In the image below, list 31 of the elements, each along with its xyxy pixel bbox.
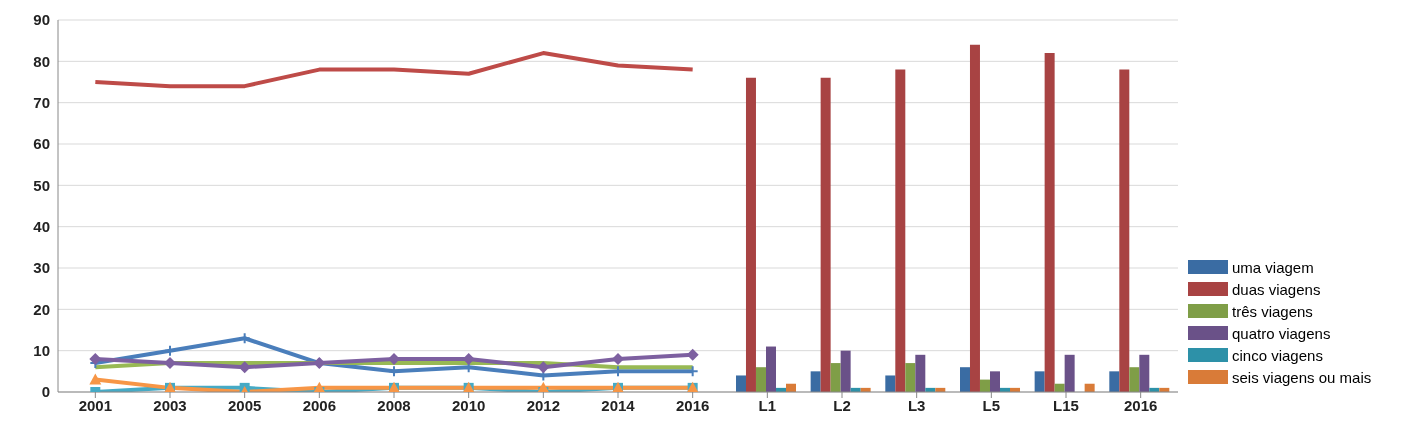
x-tick-label: 2010 [451, 396, 486, 414]
y-tick-label: 90 [33, 11, 50, 29]
x-tick-label: L2 [833, 396, 851, 414]
y-tick-label: 40 [33, 217, 50, 235]
x-tick-label: 2008 [377, 396, 411, 414]
x-tick-label: 2016 [1123, 396, 1158, 414]
x-tick-label: 2014 [601, 396, 636, 414]
x-tick-label: L3 [907, 396, 926, 414]
y-tick-label: 50 [33, 176, 50, 194]
x-tick-label: L15 [1053, 396, 1079, 414]
x-tick-label: 2005 [227, 396, 262, 414]
x-tick-label: 2016 [675, 396, 710, 414]
x-tick-label: 2006 [302, 396, 337, 414]
legend-label: quatro viagens [1232, 324, 1331, 342]
x-tick-label: L5 [982, 396, 1001, 414]
legend-label: três viagens [1232, 302, 1313, 320]
y-tick-label: 70 [33, 93, 50, 111]
legend-label: duas viagens [1232, 280, 1321, 298]
y-tick-label: 10 [33, 341, 50, 359]
y-tick-label: 60 [33, 135, 50, 153]
y-tick-label: 0 [41, 383, 50, 401]
legend-label: cinco viagens [1232, 346, 1323, 364]
y-tick-label: 30 [33, 259, 50, 277]
x-tick-label: 2003 [153, 396, 187, 414]
x-tick-label: 2001 [78, 396, 113, 414]
legend-label: seis viagens ou mais [1232, 368, 1372, 386]
legend-label: uma viagem [1232, 258, 1314, 276]
x-tick-label: L1 [758, 396, 777, 414]
y-tick-label: 20 [33, 300, 50, 318]
y-tick-label: 80 [33, 52, 50, 70]
x-tick-label: 2012 [526, 396, 561, 414]
